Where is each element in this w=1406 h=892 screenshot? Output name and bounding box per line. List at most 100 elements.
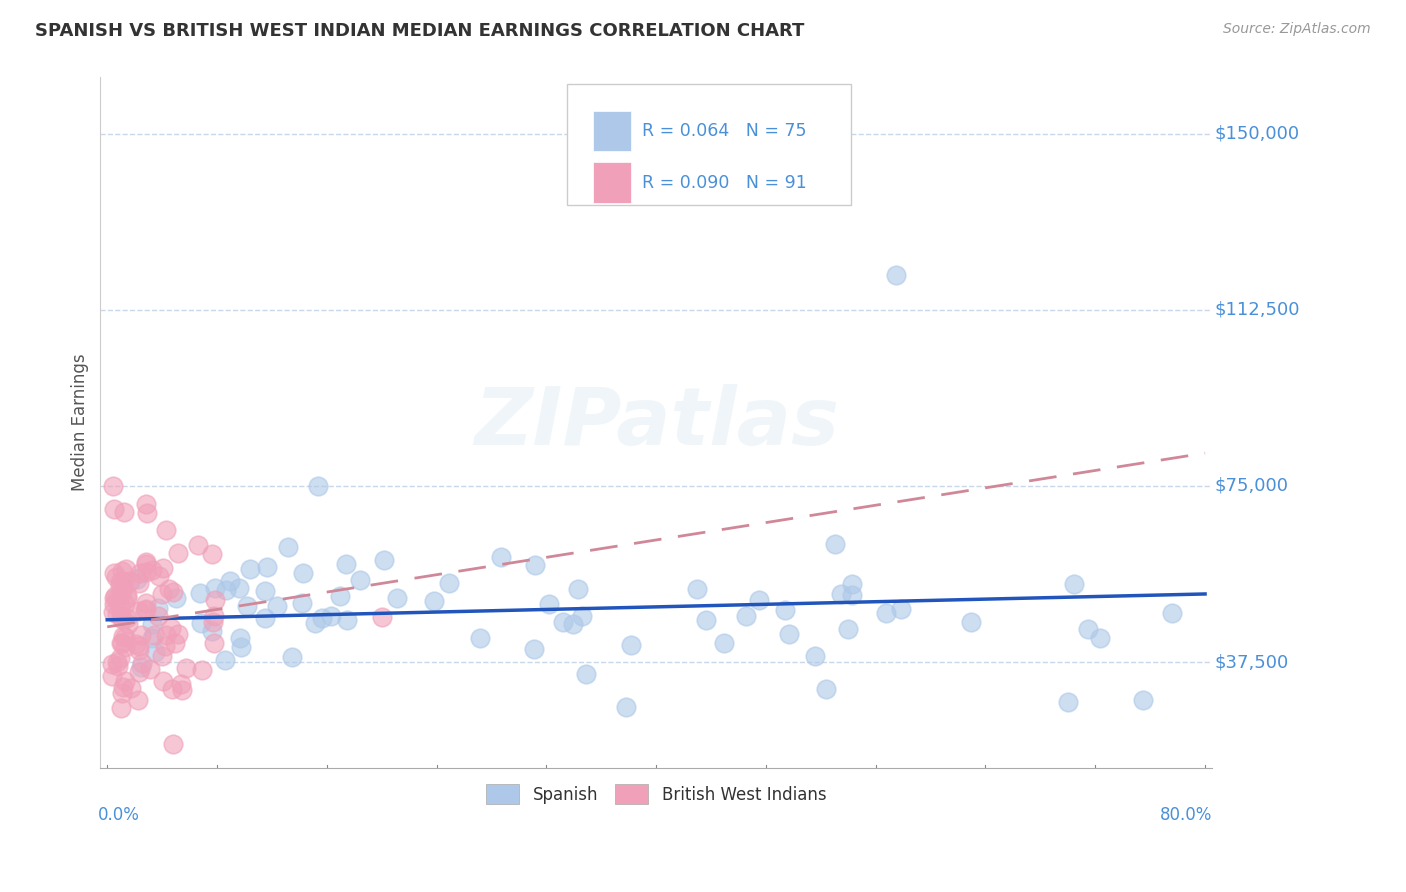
Point <box>111 612 134 626</box>
Point <box>108 651 131 665</box>
Point <box>204 609 226 624</box>
Point <box>1088 631 1111 645</box>
Text: 0.0%: 0.0% <box>98 805 141 823</box>
Point <box>142 628 165 642</box>
Point <box>614 699 637 714</box>
Point <box>128 643 150 657</box>
Point <box>111 686 134 700</box>
Point <box>619 638 641 652</box>
Point <box>136 506 159 520</box>
Point <box>117 616 139 631</box>
Point <box>128 640 150 654</box>
Point <box>228 581 250 595</box>
Point <box>959 615 981 630</box>
Point <box>114 673 136 688</box>
Point <box>551 615 574 629</box>
Point <box>162 737 184 751</box>
Point <box>256 559 278 574</box>
Point <box>575 667 598 681</box>
Point <box>824 537 846 551</box>
Point <box>112 574 135 588</box>
Point <box>108 574 131 589</box>
Point <box>236 599 259 614</box>
Point <box>114 640 136 654</box>
Point <box>385 591 408 606</box>
Point <box>112 505 135 519</box>
Point <box>229 631 252 645</box>
Point <box>803 648 825 663</box>
Point <box>150 649 173 664</box>
Point <box>884 268 907 282</box>
Point <box>101 605 124 619</box>
Point <box>890 602 912 616</box>
Point <box>115 611 138 625</box>
Point <box>134 603 156 617</box>
Point <box>166 627 188 641</box>
Point <box>254 611 277 625</box>
Point <box>567 582 589 597</box>
Point <box>105 655 128 669</box>
Point <box>841 577 863 591</box>
Point <box>875 606 897 620</box>
Point <box>112 628 135 642</box>
Point <box>713 636 735 650</box>
Point <box>131 657 153 671</box>
Point <box>135 565 157 579</box>
Point <box>329 589 352 603</box>
Point <box>107 659 129 673</box>
Point <box>523 558 546 572</box>
Point <box>266 599 288 613</box>
Point <box>141 631 163 645</box>
Point <box>112 579 135 593</box>
Point <box>423 594 446 608</box>
Point <box>100 669 122 683</box>
Text: $112,500: $112,500 <box>1215 301 1299 318</box>
Point <box>114 630 136 644</box>
Point <box>128 665 150 679</box>
Point <box>128 576 150 591</box>
Point <box>778 627 800 641</box>
Text: 80.0%: 80.0% <box>1160 805 1212 823</box>
Text: $75,000: $75,000 <box>1215 477 1288 495</box>
Point <box>253 583 276 598</box>
Point <box>186 539 208 553</box>
Point <box>201 624 224 638</box>
Point <box>174 661 197 675</box>
Point <box>686 582 709 596</box>
Point <box>437 575 460 590</box>
Point <box>830 587 852 601</box>
Point <box>166 546 188 560</box>
Point <box>114 562 136 576</box>
Point <box>214 652 236 666</box>
Text: SPANISH VS BRITISH WEST INDIAN MEDIAN EARNINGS CORRELATION CHART: SPANISH VS BRITISH WEST INDIAN MEDIAN EA… <box>35 22 804 40</box>
Point <box>747 593 769 607</box>
Point <box>170 677 193 691</box>
Point <box>562 617 585 632</box>
Point <box>281 649 304 664</box>
Point <box>152 673 174 688</box>
Point <box>773 603 796 617</box>
Point <box>110 607 132 622</box>
Point <box>837 622 859 636</box>
Point <box>152 560 174 574</box>
Point <box>155 628 177 642</box>
Point <box>277 540 299 554</box>
Point <box>125 572 148 586</box>
Point <box>146 600 169 615</box>
Point <box>489 549 512 564</box>
Point <box>120 574 142 588</box>
Point <box>110 701 132 715</box>
Point <box>162 585 184 599</box>
Point <box>104 570 127 584</box>
Point <box>148 569 170 583</box>
Point <box>143 644 166 658</box>
Point <box>139 662 162 676</box>
Point <box>135 596 157 610</box>
Legend: Spanish, British West Indians: Spanish, British West Indians <box>479 778 832 811</box>
Point <box>172 682 194 697</box>
Point <box>120 681 142 696</box>
Point <box>157 582 180 596</box>
Point <box>125 637 148 651</box>
Point <box>111 680 134 694</box>
Point <box>103 597 125 611</box>
